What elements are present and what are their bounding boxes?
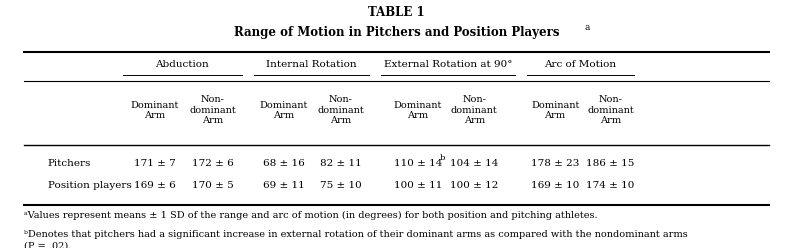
Text: Non-
dominant
Arm: Non- dominant Arm — [588, 95, 634, 125]
Text: ᵃValues represent means ± 1 SD of the range and arc of motion (in degrees) for b: ᵃValues represent means ± 1 SD of the ra… — [24, 211, 597, 220]
Text: 169 ± 10: 169 ± 10 — [531, 181, 580, 190]
Text: Non-
dominant
Arm: Non- dominant Arm — [190, 95, 236, 125]
Text: 172 ± 6: 172 ± 6 — [192, 159, 233, 168]
Text: Non-
dominant
Arm: Non- dominant Arm — [318, 95, 364, 125]
Text: 82 ± 11: 82 ± 11 — [320, 159, 362, 168]
Text: a: a — [584, 23, 589, 32]
Text: Abduction: Abduction — [155, 60, 209, 69]
Text: 171 ± 7: 171 ± 7 — [134, 159, 175, 168]
Text: Arc of Motion: Arc of Motion — [545, 60, 616, 69]
Text: TABLE 1: TABLE 1 — [368, 6, 425, 19]
Text: 75 ± 10: 75 ± 10 — [320, 181, 362, 190]
Text: 68 ± 16: 68 ± 16 — [263, 159, 305, 168]
Text: 110 ± 14: 110 ± 14 — [393, 159, 442, 168]
Text: Dominant
Arm: Dominant Arm — [259, 101, 308, 120]
Text: b: b — [440, 154, 446, 162]
Text: Internal Rotation: Internal Rotation — [266, 60, 356, 69]
Text: ᵇDenotes that pitchers had a significant increase in external rotation of their : ᵇDenotes that pitchers had a significant… — [24, 230, 688, 248]
Text: 174 ± 10: 174 ± 10 — [586, 181, 635, 190]
Text: 186 ± 15: 186 ± 15 — [586, 159, 635, 168]
Text: 100 ± 12: 100 ± 12 — [450, 181, 499, 190]
Text: 104 ± 14: 104 ± 14 — [450, 159, 499, 168]
Text: Dominant
Arm: Dominant Arm — [531, 101, 580, 120]
Text: Range of Motion in Pitchers and Position Players: Range of Motion in Pitchers and Position… — [234, 26, 559, 39]
Text: 69 ± 11: 69 ± 11 — [263, 181, 305, 190]
Text: 100 ± 11: 100 ± 11 — [393, 181, 442, 190]
Text: Dominant
Arm: Dominant Arm — [393, 101, 442, 120]
Text: 170 ± 5: 170 ± 5 — [192, 181, 233, 190]
Text: External Rotation at 90°: External Rotation at 90° — [384, 60, 512, 69]
Text: Position players: Position players — [48, 181, 132, 190]
Text: 178 ± 23: 178 ± 23 — [531, 159, 580, 168]
Text: 169 ± 6: 169 ± 6 — [134, 181, 175, 190]
Text: Dominant
Arm: Dominant Arm — [130, 101, 179, 120]
Text: Pitchers: Pitchers — [48, 159, 91, 168]
Text: Non-
dominant
Arm: Non- dominant Arm — [451, 95, 497, 125]
